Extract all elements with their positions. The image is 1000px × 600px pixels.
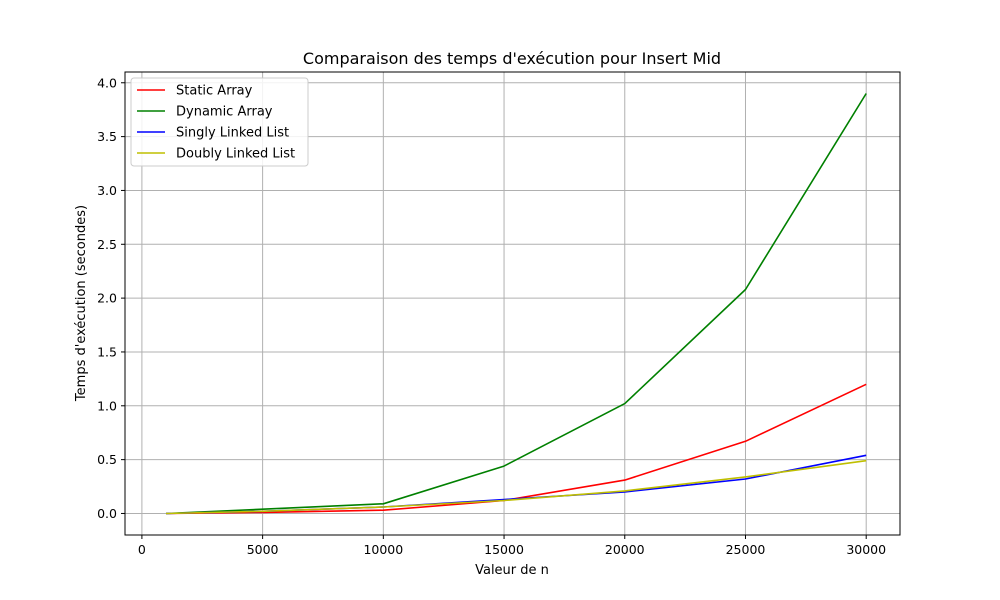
y-tick-label: 0.5 [97,452,117,467]
y-tick-label: 4.0 [97,75,117,90]
y-tick-label: 3.0 [97,183,117,198]
legend: Static Array Dynamic Array Singly Linked L… [130,77,309,167]
x-axis-ticks: 0 5000 10000 15000 20000 25000 30000 [138,535,886,557]
legend-label: Dynamic Array [176,105,273,120]
y-tick-label: 0.0 [97,506,117,521]
x-tick-label: 30000 [846,542,886,557]
y-tick-label: 1.5 [97,344,117,359]
x-tick-label: 15000 [484,542,524,557]
chart-title: Comparaison des temps d'exécution pour I… [303,49,721,68]
legend-label: Doubly Linked List [176,147,295,162]
x-axis-label: Valeur de n [475,563,549,578]
y-tick-label: 3.5 [97,129,117,144]
x-tick-label: 0 [138,542,146,557]
y-tick-label: 2.0 [97,291,117,306]
series-lines [165,93,867,515]
y-tick-label: 2.5 [97,237,117,252]
legend-box [130,77,309,167]
legend-label: Static Array [176,84,253,99]
y-axis-label: Temps d'exécution (secondes) [74,205,89,402]
x-tick-label: 25000 [726,542,766,557]
y-tick-label: 1.0 [97,398,117,413]
x-tick-label: 20000 [605,542,645,557]
series-line-dynamic-array [165,93,867,515]
y-axis-ticks: 0.0 0.5 1.0 1.5 2.0 2.5 3.0 3.5 4.0 [97,75,125,521]
x-tick-label: 10000 [363,542,403,557]
grid [125,72,900,535]
plot-frame [124,71,901,536]
x-tick-label: 5000 [247,542,279,557]
legend-label: Singly Linked List [176,126,289,141]
series-line-doubly-linked-list [165,459,867,515]
